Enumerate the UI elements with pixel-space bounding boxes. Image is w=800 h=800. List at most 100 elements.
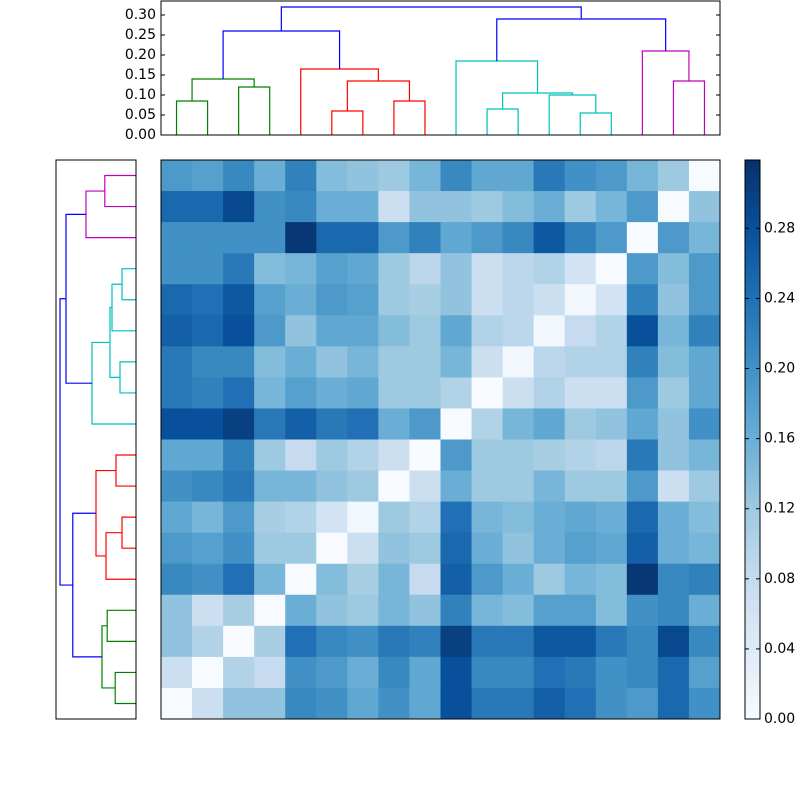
heatmap-cell [626, 625, 659, 658]
y-tick-label: 0.05 [125, 107, 156, 123]
heatmap-cell [471, 625, 504, 658]
colorbar-tick-label: 0.16 [764, 431, 795, 447]
heatmap-cell [223, 377, 255, 409]
heatmap-cell [223, 501, 255, 534]
heatmap-cell [657, 284, 690, 316]
heatmap-cell [471, 284, 504, 316]
heatmap-cell [316, 563, 348, 596]
heatmap-cell [254, 501, 286, 534]
dendrogram-link [121, 516, 136, 549]
heatmap-cell [471, 656, 504, 689]
heatmap-cell [564, 532, 597, 565]
heatmap-cell [285, 656, 317, 689]
heatmap-cell [564, 222, 597, 254]
heatmap-cell [626, 284, 659, 316]
heatmap-cell [192, 377, 224, 409]
heatmap-cell [378, 222, 410, 254]
heatmap-cell [192, 222, 224, 254]
heatmap-cell [564, 439, 597, 472]
heatmap-cell [626, 439, 659, 472]
heatmap-cell [533, 315, 566, 347]
heatmap-cell [657, 470, 690, 503]
dendrogram-link [105, 532, 136, 580]
heatmap-cell [657, 532, 690, 565]
heatmap-cell [192, 439, 224, 472]
heatmap-cell [564, 284, 597, 316]
heatmap-cell [316, 191, 348, 223]
heatmap-cell [533, 439, 566, 472]
heatmap-cell [533, 284, 566, 316]
dendrogram-link [486, 108, 519, 135]
heatmap-cell [316, 284, 348, 316]
heatmap-cell [223, 284, 255, 316]
heatmap-cell [502, 315, 535, 347]
heatmap-cell [161, 656, 193, 689]
heatmap-cell [409, 315, 441, 347]
dendrogram-link [119, 361, 136, 394]
heatmap-cell [347, 563, 379, 596]
heatmap-cell [254, 408, 286, 440]
heatmap-cell [223, 687, 255, 720]
heatmap-cell [502, 563, 535, 596]
heatmap-frame [160, 159, 721, 720]
heatmap-cell [161, 594, 193, 627]
heatmap-cell [688, 191, 721, 223]
heatmap-cell [595, 346, 628, 378]
heatmap-cell [223, 532, 255, 565]
heatmap-cell [471, 160, 504, 192]
heatmap-cell [378, 594, 410, 627]
heatmap-cell [471, 594, 504, 627]
heatmap-cell [285, 501, 317, 534]
heatmap-cell [533, 346, 566, 378]
heatmap-cell [347, 253, 379, 285]
heatmap-cell [254, 315, 286, 347]
heatmap-cell [223, 408, 255, 440]
heatmap-cell [626, 408, 659, 440]
heatmap-cell [347, 594, 379, 627]
heatmap-cell [378, 253, 410, 285]
heatmap-cell [533, 408, 566, 440]
heatmap-cell [533, 656, 566, 689]
dendrogram-link [191, 78, 255, 101]
heatmap-cell [657, 625, 690, 658]
heatmap-cell [409, 222, 441, 254]
heatmap-cell [378, 160, 410, 192]
heatmap-cell [161, 346, 193, 378]
dendrogram-link [672, 80, 706, 135]
dendrogram-link [579, 112, 612, 135]
heatmap-cell [502, 222, 535, 254]
heatmap-cell [254, 191, 286, 223]
heatmap-cell [440, 470, 473, 503]
dendrogram-link [300, 68, 379, 135]
heatmap-cell [595, 687, 628, 720]
heatmap-cell [161, 470, 193, 503]
heatmap-cell [254, 532, 286, 565]
heatmap-cell [502, 594, 535, 627]
dendrogram-link [65, 213, 92, 384]
dendrogram-link [346, 80, 411, 111]
heatmap-cell [688, 501, 721, 534]
heatmap-cell [316, 501, 348, 534]
heatmap-cell [161, 222, 193, 254]
heatmap-cell [657, 346, 690, 378]
heatmap-cell [161, 160, 193, 192]
heatmap-cell [471, 346, 504, 378]
heatmap-cell [502, 625, 535, 658]
heatmap-cell [285, 594, 317, 627]
heatmap-cell [285, 253, 317, 285]
heatmap-cell [347, 439, 379, 472]
heatmap-cell [409, 253, 441, 285]
y-tick-label: 0.20 [125, 47, 156, 63]
heatmap-cell [378, 284, 410, 316]
heatmap-cell [471, 408, 504, 440]
heatmap-cell [533, 532, 566, 565]
colorbar-tick-label: 0.24 [764, 290, 795, 306]
heatmap-cell [502, 346, 535, 378]
heatmap-cell [440, 191, 473, 223]
heatmap-cell [192, 532, 224, 565]
heatmap-cell [285, 625, 317, 658]
heatmap-cell [285, 160, 317, 192]
heatmap-cell [409, 284, 441, 316]
heatmap-cell [564, 315, 597, 347]
